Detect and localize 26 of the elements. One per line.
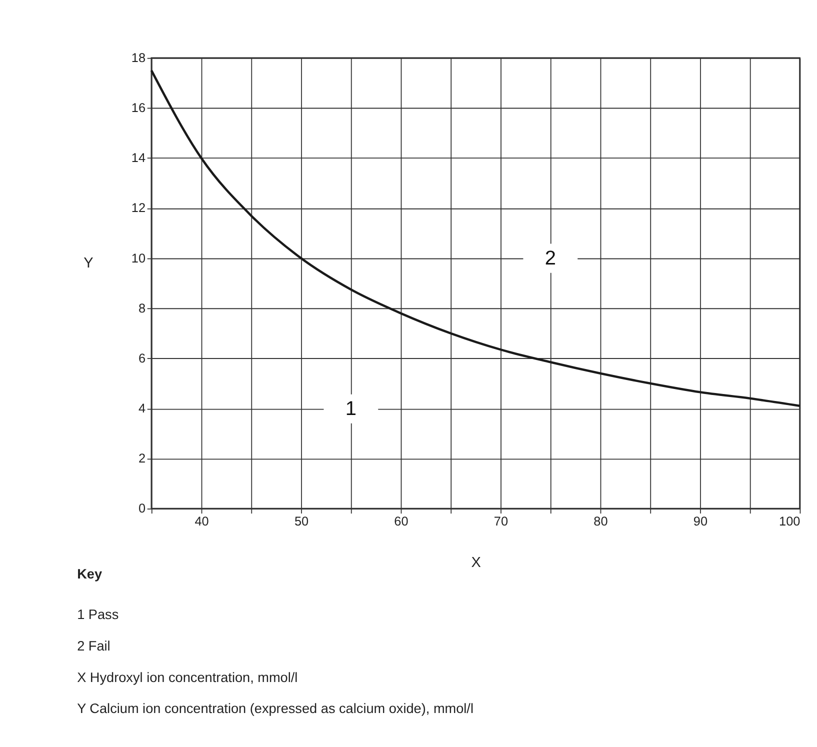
text: 2 Fail [77,638,110,654]
x-tick-label: 90 [693,514,708,528]
x-tick-label: 50 [294,514,309,528]
x-axis-title: X [471,555,482,572]
y-tick-label: 10 [131,251,146,266]
y-axis-title: Y [84,255,94,272]
x-tick-label: 70 [494,514,508,528]
text: Y Calcium ion concentration (expressed as calcium oxide), mmol/l [77,701,474,716]
x-tick-label: 60 [394,514,408,528]
text: 1 Pass [77,607,119,622]
y-tick-label: 0 [138,502,146,516]
text: X Hydroxyl ion concentration, mmol/l [77,670,298,685]
y-tick-label: 8 [138,301,146,316]
y-tick-label: 6 [138,351,146,366]
y-tick-label: 2 [138,452,146,466]
x-tick-label: 100 [779,514,800,528]
x-tick-label: 40 [194,514,209,528]
annotation: 1 [345,398,356,420]
y-tick-label: 16 [131,101,146,116]
y-tick-label: 14 [131,151,146,166]
y-tick-label: 12 [131,201,146,216]
y-tick-label: 18 [131,50,146,65]
x-tick-label: 80 [594,514,608,528]
y-tick-label: 4 [138,402,146,416]
annotation: 2 [544,248,556,270]
text: Key [77,566,102,582]
